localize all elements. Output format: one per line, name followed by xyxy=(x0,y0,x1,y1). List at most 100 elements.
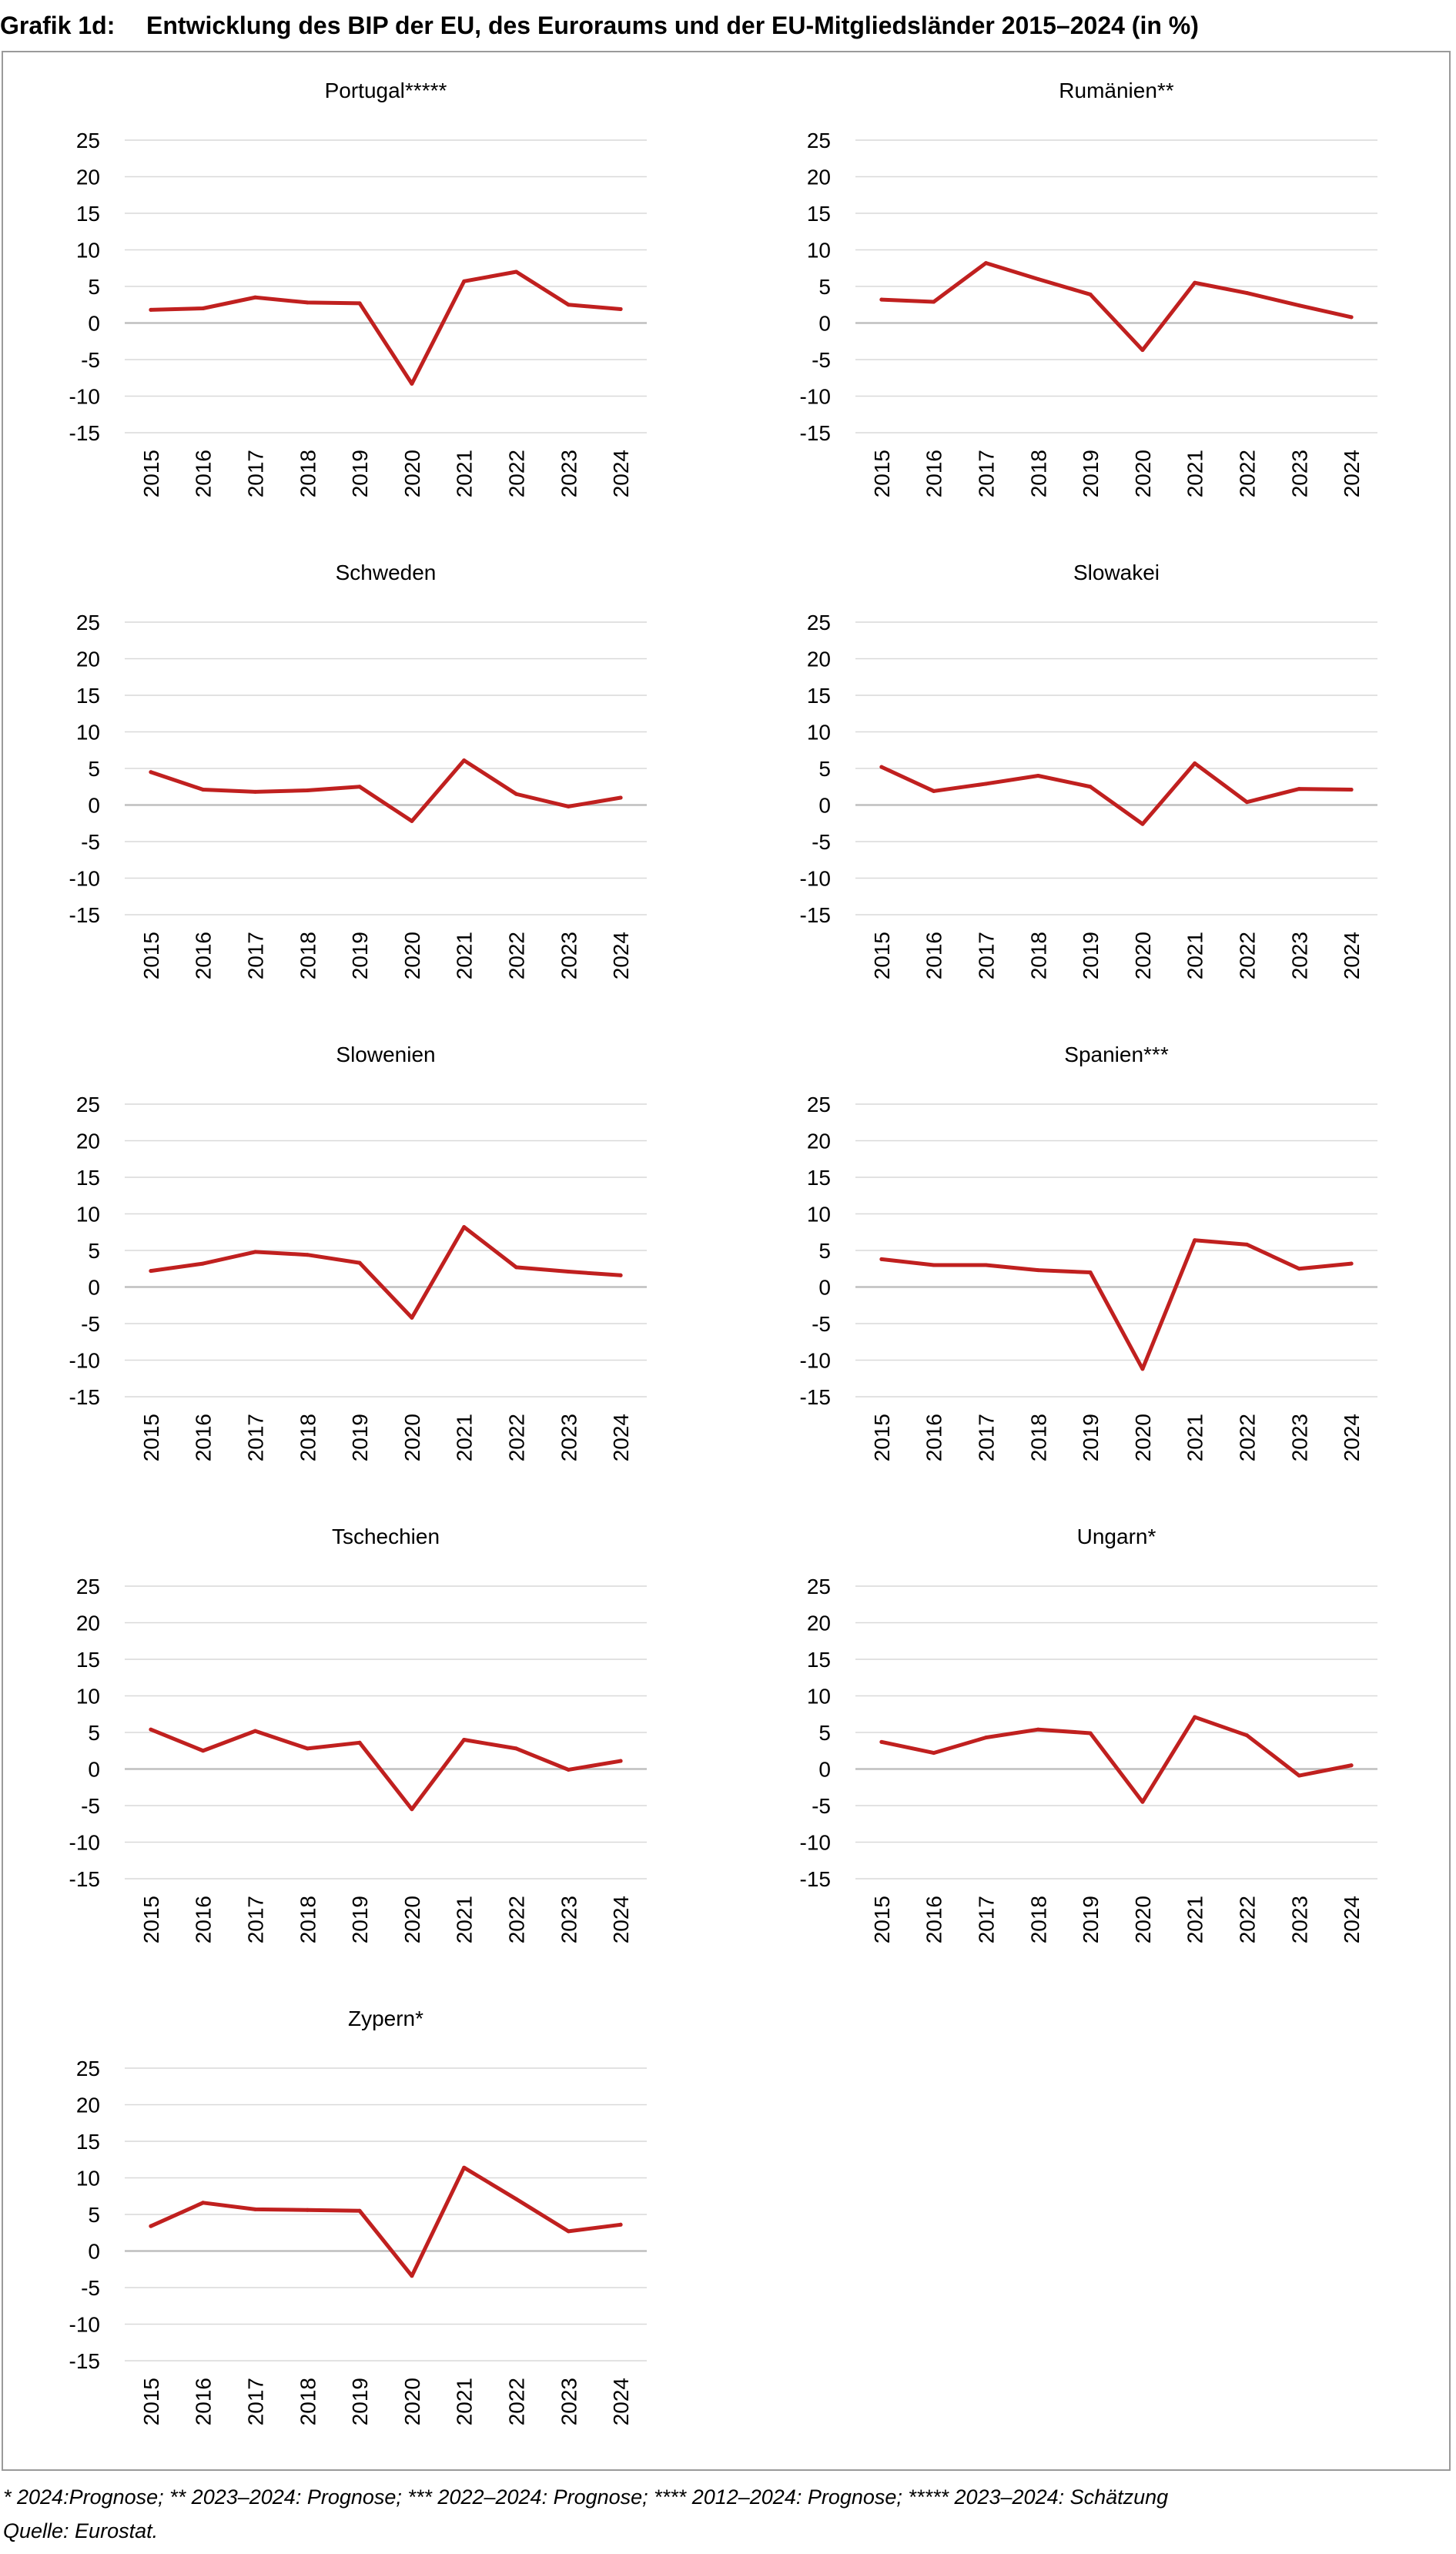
x-tick-label: 2018 xyxy=(296,450,320,497)
figure-title: Entwicklung des BIP der EU, des Euroraum… xyxy=(146,11,1199,39)
y-tick-label: -5 xyxy=(81,1794,100,1818)
data-point xyxy=(357,301,362,306)
data-point xyxy=(253,789,257,794)
x-tick-label: 2024 xyxy=(609,1414,633,1461)
data-point xyxy=(1036,1268,1040,1273)
data-point xyxy=(618,2222,623,2227)
y-tick-label: 15 xyxy=(807,1648,831,1672)
x-tick-label: 2017 xyxy=(975,932,999,979)
series-line xyxy=(879,1715,1354,1804)
data-point xyxy=(462,758,467,763)
y-tick-label: 20 xyxy=(807,166,831,189)
y-tick-label: 15 xyxy=(807,684,831,708)
data-point xyxy=(149,770,153,775)
data-point xyxy=(1193,1715,1197,1719)
y-tick-label: 5 xyxy=(88,757,100,781)
x-tick-label: 2015 xyxy=(139,932,163,979)
x-tick-label: 2022 xyxy=(1236,1896,1260,1943)
series-line xyxy=(149,1727,623,1812)
y-tick-label: -15 xyxy=(69,903,100,927)
x-tick-label: 2018 xyxy=(296,1414,320,1461)
data-point xyxy=(357,1740,362,1745)
y-tick-label: 25 xyxy=(807,611,831,634)
data-point xyxy=(305,1746,310,1751)
data-point xyxy=(566,1270,571,1274)
figure-header: Grafik 1d: Entwicklung des BIP der EU, d… xyxy=(0,6,1199,45)
data-point xyxy=(1349,788,1354,792)
x-tick-label: 2020 xyxy=(400,450,424,497)
data-point xyxy=(514,1265,518,1270)
x-tick-label: 2021 xyxy=(453,1896,477,1943)
x-tick-label: 2018 xyxy=(296,2378,320,2425)
data-point xyxy=(462,2165,467,2170)
y-tick-label: 25 xyxy=(76,1093,100,1116)
x-tick-label: 2016 xyxy=(192,1896,216,1943)
x-tick-label: 2019 xyxy=(1079,1896,1103,1943)
data-point xyxy=(1245,800,1249,805)
x-tick-label: 2016 xyxy=(192,450,216,497)
y-tick-label: -15 xyxy=(800,903,831,927)
y-tick-label: 5 xyxy=(818,757,831,781)
series-line xyxy=(149,1225,623,1320)
data-point xyxy=(1349,1763,1354,1768)
data-point xyxy=(1349,315,1354,320)
x-tick-label: 2024 xyxy=(1340,450,1364,497)
y-tick-label: -15 xyxy=(69,421,100,445)
x-tick-label: 2017 xyxy=(975,1414,999,1461)
y-tick-label: 15 xyxy=(76,2130,100,2154)
data-point xyxy=(879,297,884,302)
series-line xyxy=(879,261,1354,353)
y-tick-label: 10 xyxy=(76,2167,100,2191)
y-tick-label: -5 xyxy=(812,1312,831,1336)
x-tick-label: 2021 xyxy=(453,932,477,979)
x-tick-label: 2023 xyxy=(557,1414,581,1461)
series-line xyxy=(149,758,623,823)
series-line xyxy=(879,1238,1354,1371)
y-tick-label: 25 xyxy=(807,1093,831,1116)
x-tick-label: 2019 xyxy=(348,932,372,979)
data-point xyxy=(1245,291,1249,296)
y-tick-label: 20 xyxy=(76,648,100,671)
y-tick-label: 20 xyxy=(76,1612,100,1635)
x-tick-label: 2020 xyxy=(1131,932,1155,979)
chart-title: Ungarn* xyxy=(1077,1525,1156,1548)
data-point xyxy=(201,2201,206,2205)
x-tick-label: 2017 xyxy=(975,1896,999,1943)
y-tick-label: 20 xyxy=(76,2094,100,2117)
y-tick-label: -5 xyxy=(81,830,100,854)
data-point xyxy=(514,269,518,274)
chart-title: Tschechien xyxy=(332,1525,440,1548)
data-point xyxy=(984,782,988,786)
data-point xyxy=(1297,1773,1301,1778)
data-point xyxy=(1088,1731,1093,1736)
x-tick-label: 2015 xyxy=(870,450,894,497)
x-tick-label: 2020 xyxy=(1131,1896,1155,1943)
y-tick-label: 25 xyxy=(807,1575,831,1598)
x-tick-label: 2019 xyxy=(348,450,372,497)
data-point xyxy=(1245,1733,1249,1738)
series-line xyxy=(149,269,623,386)
data-point xyxy=(305,1253,310,1257)
x-tick-label: 2021 xyxy=(1183,450,1207,497)
x-tick-label: 2024 xyxy=(1340,1896,1364,1943)
figure-label: Grafik 1d: xyxy=(0,11,115,39)
data-point xyxy=(932,1263,936,1267)
x-tick-label: 2022 xyxy=(505,450,529,497)
x-tick-label: 2023 xyxy=(557,2378,581,2425)
x-tick-label: 2021 xyxy=(1183,1896,1207,1943)
x-tick-label: 2024 xyxy=(609,1896,633,1943)
data-point xyxy=(410,818,414,823)
data-point xyxy=(1297,1267,1301,1271)
x-tick-label: 2023 xyxy=(557,1896,581,1943)
x-tick-label: 2020 xyxy=(1131,450,1155,497)
y-tick-label: 20 xyxy=(807,1612,831,1635)
x-tick-label: 2024 xyxy=(1340,1414,1364,1461)
data-point xyxy=(410,2274,414,2278)
y-tick-label: 15 xyxy=(76,202,100,226)
x-tick-label: 2021 xyxy=(1183,1414,1207,1461)
data-point xyxy=(879,1739,884,1744)
data-point xyxy=(566,804,571,808)
x-tick-label: 2017 xyxy=(244,450,268,497)
